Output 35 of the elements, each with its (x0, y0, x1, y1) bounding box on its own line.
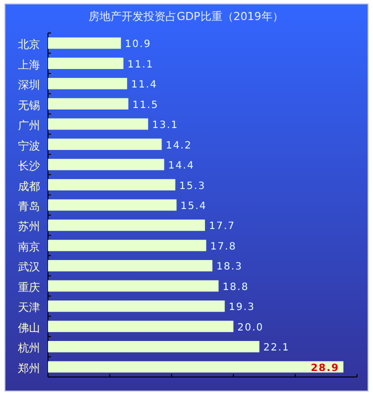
data-label: 11.1 (127, 59, 154, 70)
data-label: 14.2 (166, 140, 192, 152)
y-tick-label: 郑州 (18, 362, 40, 375)
y-tick-label: 无锡 (18, 98, 40, 112)
data-label: 17.7 (208, 221, 236, 232)
y-tick-label: 武汉 (18, 260, 40, 274)
data-label: 18.3 (216, 262, 243, 273)
y-tick-label: 广州 (18, 119, 40, 132)
y-tick-label: 北京 (18, 38, 40, 52)
data-label: 14.4 (168, 160, 194, 172)
y-tick-label: 青岛 (18, 200, 40, 213)
data-label: 19.3 (228, 302, 256, 314)
y-tick-label: 深圳 (18, 78, 40, 92)
y-tick-label: 成都 (18, 180, 40, 193)
y-tick-label: 重庆 (18, 280, 40, 294)
y-tick-label: 南京 (18, 240, 40, 254)
data-label: 15.4 (180, 201, 207, 212)
y-tick-label: 宁波 (18, 139, 40, 152)
data-label: 28.9 (310, 362, 340, 374)
data-label: 13.1 (152, 120, 178, 132)
data-label: 17.8 (210, 241, 236, 252)
chart-title: 房地产开发投资占GDP比重（2019年） (88, 10, 284, 23)
y-tick-label: 杭州 (17, 342, 40, 355)
data-label: 20.0 (237, 322, 264, 334)
y-tick-label: 长沙 (18, 160, 40, 173)
y-tick-label: 上海 (18, 58, 40, 72)
data-label: 18.8 (222, 282, 249, 293)
data-label: 22.1 (263, 342, 290, 354)
y-tick-label: 苏州 (18, 220, 40, 234)
data-label: 15.3 (179, 180, 206, 192)
data-label: 10.9 (124, 39, 152, 50)
data-label: 11.5 (132, 100, 159, 111)
y-tick-label: 佛山 (18, 321, 40, 334)
y-tick-label: 天津 (18, 301, 40, 314)
data-label: 11.4 (131, 80, 158, 91)
